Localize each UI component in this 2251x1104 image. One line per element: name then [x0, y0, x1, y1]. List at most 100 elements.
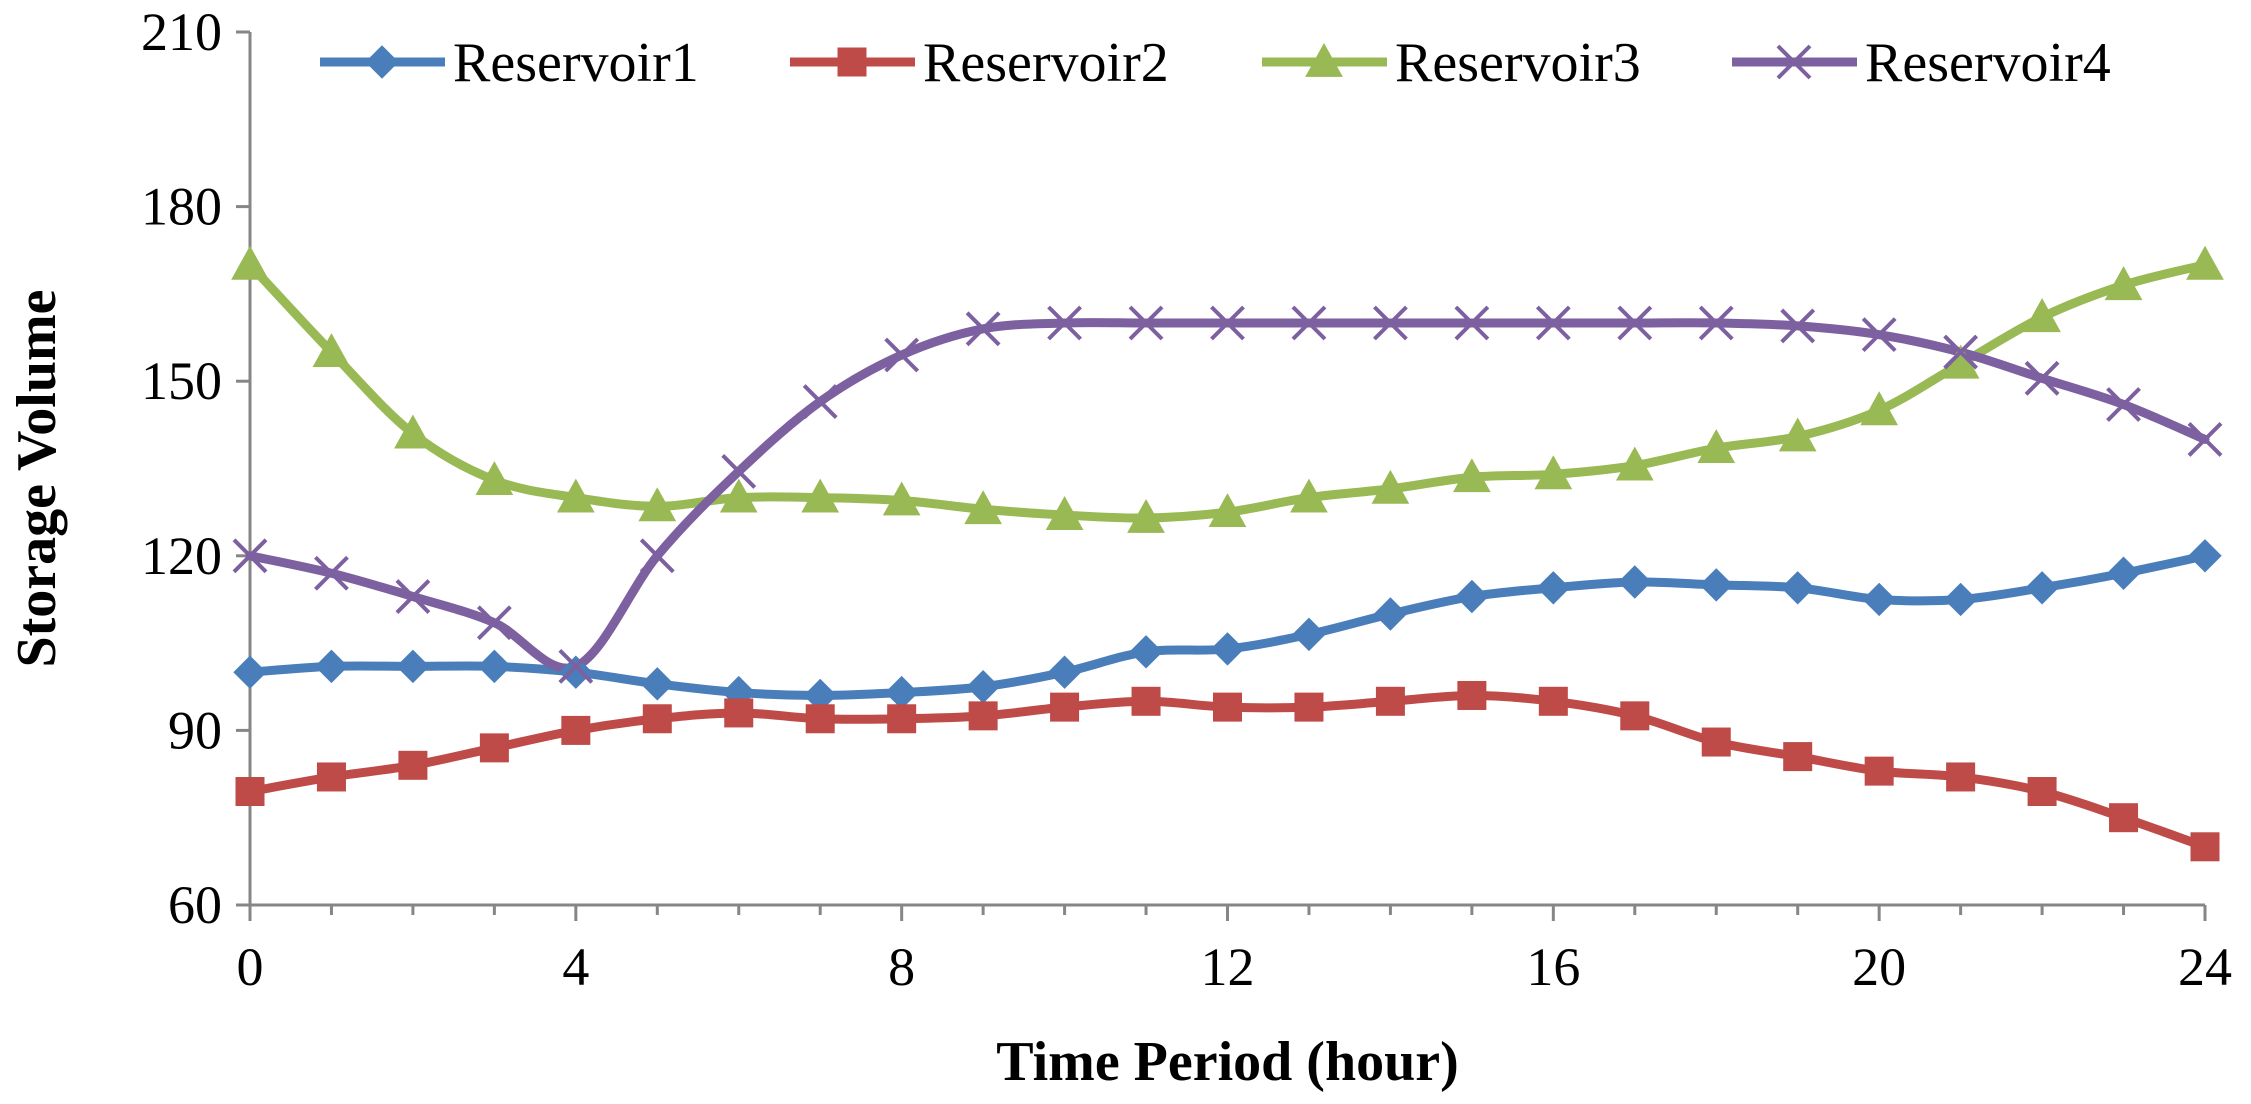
data-point — [1294, 692, 1324, 722]
data-point — [964, 490, 1002, 525]
data-point — [1373, 305, 1408, 341]
data-point — [884, 337, 920, 373]
data-point — [802, 384, 838, 419]
data-point — [966, 670, 1000, 704]
data-point — [235, 777, 265, 807]
data-point — [724, 698, 754, 728]
data-point — [232, 538, 268, 574]
data-point — [1454, 305, 1490, 341]
data-point — [965, 311, 1001, 347]
data-point — [1780, 308, 1816, 344]
data-point — [2027, 777, 2057, 807]
data-point — [1291, 305, 1327, 341]
data-point — [561, 715, 591, 745]
data-point — [642, 704, 672, 734]
data-point — [1860, 391, 1899, 426]
data-point — [1538, 686, 1568, 716]
data-point — [2104, 266, 2143, 301]
legend-marker — [1776, 44, 1812, 80]
legend-label: Reservoir4 — [1865, 32, 2111, 94]
data-point — [805, 704, 835, 734]
data-point — [638, 487, 677, 522]
data-point — [1375, 686, 1405, 716]
data-point — [1128, 305, 1164, 341]
data-point — [1373, 597, 1408, 631]
x-axis-title: Time Period (hour) — [996, 1031, 1458, 1093]
data-point — [2187, 421, 2223, 457]
data-point — [1778, 417, 1817, 452]
legend-item-reservoir3: Reservoir3 — [1262, 32, 1641, 94]
data-point — [887, 704, 917, 734]
data-point — [231, 245, 269, 280]
data-point — [1617, 305, 1653, 341]
data-point — [2106, 556, 2141, 590]
y-tick-label: 60 — [168, 875, 222, 935]
data-point — [1129, 635, 1163, 669]
y-axis-ticks: 60 90 120 150 180 210 — [141, 2, 250, 935]
data-point — [2109, 803, 2139, 833]
legend-item-reservoir1: Reservoir1 — [320, 32, 699, 94]
data-point — [1290, 478, 1328, 513]
data-point — [233, 655, 267, 689]
data-point — [1047, 305, 1082, 341]
x-tick-label: 4 — [562, 937, 589, 997]
data-point — [316, 762, 346, 792]
x-tick-label: 0 — [237, 937, 264, 997]
data-point — [1292, 617, 1326, 652]
data-point — [1127, 498, 1165, 533]
data-point — [801, 478, 840, 513]
data-point — [395, 579, 431, 614]
data-point — [2024, 360, 2060, 396]
data-point — [1618, 565, 1652, 599]
y-tick-label: 120 — [141, 526, 222, 586]
y-tick-label: 210 — [141, 2, 222, 62]
y-tick-label: 90 — [168, 700, 222, 760]
x-tick-label: 12 — [1201, 937, 1255, 997]
data-point — [2106, 387, 2141, 422]
legend-item-reservoir4: Reservoir4 — [1732, 32, 2111, 94]
data-point — [314, 555, 349, 591]
data-point — [719, 478, 758, 513]
data-point — [1946, 762, 1976, 792]
data-point — [1620, 701, 1650, 731]
legend-label: Reservoir3 — [1395, 32, 1641, 94]
y-tick-label: 150 — [141, 351, 222, 411]
data-point — [1864, 756, 1894, 786]
legend-marker — [365, 45, 399, 79]
data-point — [1781, 571, 1815, 605]
data-point — [1536, 571, 1571, 605]
data-point — [1455, 579, 1489, 614]
data-point — [314, 649, 349, 684]
data-point — [884, 675, 919, 710]
y-tick-label: 180 — [141, 177, 222, 237]
data-point — [396, 649, 430, 684]
x-tick-label: 16 — [1526, 937, 1580, 997]
legend-label: Reservoir1 — [453, 32, 699, 94]
data-point — [1050, 692, 1080, 722]
series-markers — [231, 245, 2224, 862]
series-markers-reservoir1 — [233, 539, 2222, 713]
data-point — [640, 667, 674, 701]
data-point — [2023, 298, 2061, 333]
data-point — [2025, 571, 2059, 605]
legend-marker — [1305, 42, 1343, 77]
data-point — [1535, 305, 1571, 341]
data-point — [1213, 692, 1242, 722]
data-point — [1615, 446, 1654, 481]
data-point — [1045, 496, 1084, 530]
legend-label: Reservoir2 — [923, 32, 1169, 94]
data-point — [2186, 245, 2224, 280]
data-point — [1861, 317, 1897, 353]
data-point — [2190, 832, 2220, 862]
data-point — [1534, 455, 1573, 490]
data-point — [1371, 469, 1410, 504]
data-point — [639, 538, 675, 574]
data-point — [475, 461, 514, 496]
data-point — [1210, 305, 1245, 341]
x-tick-label: 8 — [888, 937, 915, 997]
data-point — [882, 481, 921, 516]
data-point — [1699, 568, 1733, 602]
x-axis-ticks: 0 4 8 12 16 20 24 — [237, 905, 2232, 997]
data-point — [1453, 458, 1491, 493]
